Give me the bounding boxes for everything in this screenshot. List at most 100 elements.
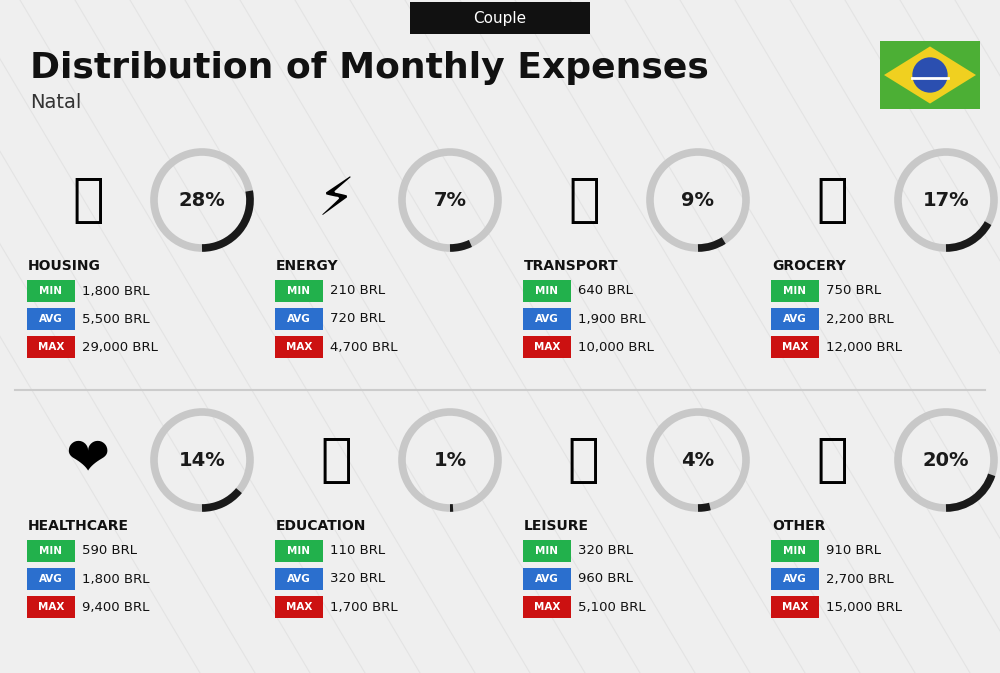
Text: 1,700 BRL: 1,700 BRL [330,600,398,614]
Text: AVG: AVG [39,574,63,584]
Text: 🏢: 🏢 [72,174,104,226]
FancyBboxPatch shape [27,336,75,358]
Text: 720 BRL: 720 BRL [330,312,385,326]
Text: AVG: AVG [783,314,807,324]
Text: HOUSING: HOUSING [28,259,101,273]
Text: 4%: 4% [681,450,715,470]
Text: 210 BRL: 210 BRL [330,285,385,297]
FancyBboxPatch shape [275,308,323,330]
Text: 5,100 BRL: 5,100 BRL [578,600,646,614]
FancyBboxPatch shape [27,568,75,590]
FancyBboxPatch shape [523,280,571,302]
FancyBboxPatch shape [771,596,819,618]
Text: 9%: 9% [682,190,714,209]
FancyBboxPatch shape [27,596,75,618]
Text: MAX: MAX [38,602,64,612]
Text: AVG: AVG [39,314,63,324]
FancyBboxPatch shape [523,308,571,330]
FancyBboxPatch shape [523,568,571,590]
Text: 5,500 BRL: 5,500 BRL [82,312,150,326]
Text: 🚌: 🚌 [568,174,600,226]
Polygon shape [884,46,976,104]
Text: MIN: MIN [536,546,558,556]
Text: MIN: MIN [40,546,62,556]
FancyBboxPatch shape [771,568,819,590]
Text: 29,000 BRL: 29,000 BRL [82,341,158,353]
Text: MAX: MAX [782,602,808,612]
Text: LEISURE: LEISURE [524,519,589,533]
Text: 640 BRL: 640 BRL [578,285,633,297]
FancyBboxPatch shape [275,280,323,302]
Text: 14%: 14% [179,450,225,470]
FancyBboxPatch shape [880,41,980,109]
FancyBboxPatch shape [275,568,323,590]
Text: 2,200 BRL: 2,200 BRL [826,312,894,326]
FancyBboxPatch shape [27,540,75,562]
Text: 110 BRL: 110 BRL [330,544,385,557]
Text: MIN: MIN [784,546,806,556]
FancyBboxPatch shape [27,280,75,302]
Text: 1,800 BRL: 1,800 BRL [82,573,150,586]
FancyBboxPatch shape [771,308,819,330]
Text: 🎓: 🎓 [320,434,352,486]
Text: MAX: MAX [782,342,808,352]
Text: AVG: AVG [287,574,311,584]
FancyBboxPatch shape [275,596,323,618]
Text: 320 BRL: 320 BRL [578,544,633,557]
Text: MAX: MAX [534,342,560,352]
FancyBboxPatch shape [523,540,571,562]
Text: AVG: AVG [783,574,807,584]
Circle shape [912,57,948,93]
Text: HEALTHCARE: HEALTHCARE [28,519,129,533]
Text: 💰: 💰 [816,434,848,486]
Text: 10,000 BRL: 10,000 BRL [578,341,654,353]
Text: MAX: MAX [38,342,64,352]
Text: 320 BRL: 320 BRL [330,573,385,586]
Text: 4,700 BRL: 4,700 BRL [330,341,398,353]
FancyBboxPatch shape [771,336,819,358]
FancyBboxPatch shape [523,596,571,618]
Text: ⚡: ⚡ [318,174,354,226]
Text: 15,000 BRL: 15,000 BRL [826,600,902,614]
Text: 17%: 17% [923,190,969,209]
Text: 1,900 BRL: 1,900 BRL [578,312,646,326]
Text: EDUCATION: EDUCATION [276,519,366,533]
Text: 7%: 7% [434,190,466,209]
Text: MAX: MAX [286,602,312,612]
Text: MIN: MIN [536,286,558,296]
Text: ENERGY: ENERGY [276,259,339,273]
FancyBboxPatch shape [771,280,819,302]
FancyBboxPatch shape [275,336,323,358]
Text: 20%: 20% [923,450,969,470]
Text: TRANSPORT: TRANSPORT [524,259,619,273]
Text: MAX: MAX [534,602,560,612]
Text: 28%: 28% [179,190,225,209]
Text: 960 BRL: 960 BRL [578,573,633,586]
Text: 1,800 BRL: 1,800 BRL [82,285,150,297]
FancyBboxPatch shape [771,540,819,562]
Text: Couple: Couple [473,11,527,26]
Text: 🛒: 🛒 [816,174,848,226]
Text: ❤️: ❤️ [66,434,110,486]
Text: 910 BRL: 910 BRL [826,544,881,557]
FancyBboxPatch shape [523,336,571,358]
FancyBboxPatch shape [275,540,323,562]
Text: 🛍️: 🛍️ [568,434,600,486]
Text: Distribution of Monthly Expenses: Distribution of Monthly Expenses [30,51,709,85]
Text: GROCERY: GROCERY [772,259,846,273]
Text: 12,000 BRL: 12,000 BRL [826,341,902,353]
Text: 590 BRL: 590 BRL [82,544,137,557]
Text: MIN: MIN [288,286,310,296]
Text: 9,400 BRL: 9,400 BRL [82,600,149,614]
Text: AVG: AVG [535,574,559,584]
FancyBboxPatch shape [27,308,75,330]
Text: MIN: MIN [40,286,62,296]
Text: 1%: 1% [433,450,467,470]
Text: MAX: MAX [286,342,312,352]
Text: OTHER: OTHER [772,519,825,533]
Text: 750 BRL: 750 BRL [826,285,881,297]
Text: AVG: AVG [287,314,311,324]
Text: Natal: Natal [30,94,81,112]
FancyBboxPatch shape [410,2,590,34]
Text: MIN: MIN [784,286,806,296]
